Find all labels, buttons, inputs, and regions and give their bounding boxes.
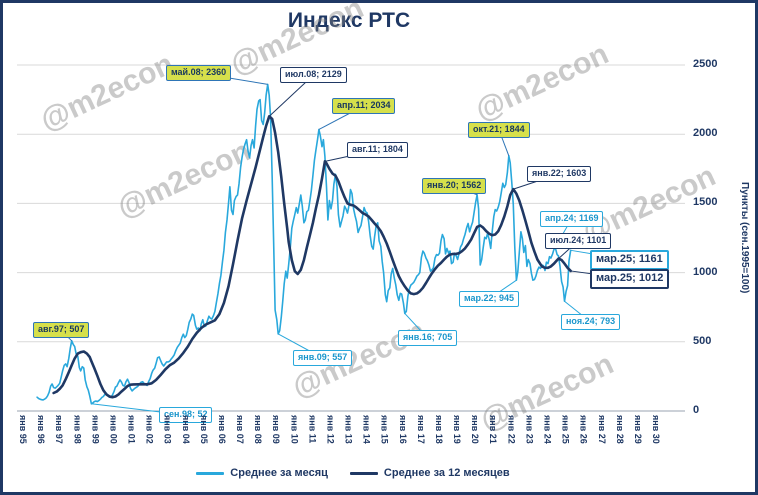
watermark: @m2econ — [470, 37, 613, 127]
legend: Среднее за месяц Среднее за 12 месяцев — [3, 467, 703, 479]
series-12month-line — [52, 115, 573, 399]
legend-item-12m: Среднее за 12 месяцев — [349, 467, 510, 479]
annotation-leader-line — [318, 105, 364, 130]
watermark: @m2econ — [225, 3, 368, 81]
plot-area: @m2econ @m2econ @m2econ @m2econ @m2econ @m2ec… — [17, 3, 721, 437]
legend-marker-monthly-line — [196, 471, 225, 475]
annotation-leader-line — [513, 173, 560, 190]
annotation-leader-line — [60, 329, 73, 342]
legend-label-monthly: Среднее за месяц — [230, 467, 328, 479]
annotation-leader-line — [558, 240, 579, 259]
annotation-leader-line — [564, 300, 591, 323]
annotation-leader-line — [453, 185, 478, 196]
annotation-leader-line — [324, 149, 378, 162]
annotation-leader-line — [488, 279, 517, 300]
watermark: @m2econ — [35, 47, 178, 137]
chart-title: Индекс РТС — [287, 9, 411, 32]
annotation-leader-line — [198, 72, 268, 85]
watermark: @m2econ — [287, 314, 430, 404]
y-axis-title: Пункты (сен.1995=100) — [739, 182, 750, 294]
watermark: @m2econ — [475, 347, 618, 437]
watermark: @m2econ — [577, 159, 720, 249]
annotation-leader-line — [268, 74, 314, 117]
annotation-leader-line — [277, 333, 323, 359]
annotation-leader-line — [553, 218, 572, 250]
annotation-leader-line — [570, 249, 630, 261]
series-monthly-line — [36, 83, 572, 405]
legend-label-12m: Среднее за 12 месяцев — [383, 467, 510, 479]
legend-marker-12m-line — [349, 471, 378, 475]
annotation-leader-line — [91, 403, 186, 416]
legend-item-monthly: Среднее за месяц — [196, 467, 328, 479]
